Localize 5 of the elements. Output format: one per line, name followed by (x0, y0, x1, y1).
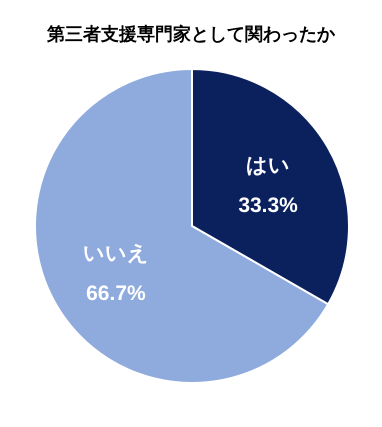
chart-title: 第三者支援専門家として関わったか (46, 24, 336, 44)
slice-label: はい (246, 154, 290, 177)
slice-label: いいえ (82, 242, 149, 266)
data-label: 66.7% (86, 282, 146, 306)
data-label: 33.3% (238, 194, 298, 217)
